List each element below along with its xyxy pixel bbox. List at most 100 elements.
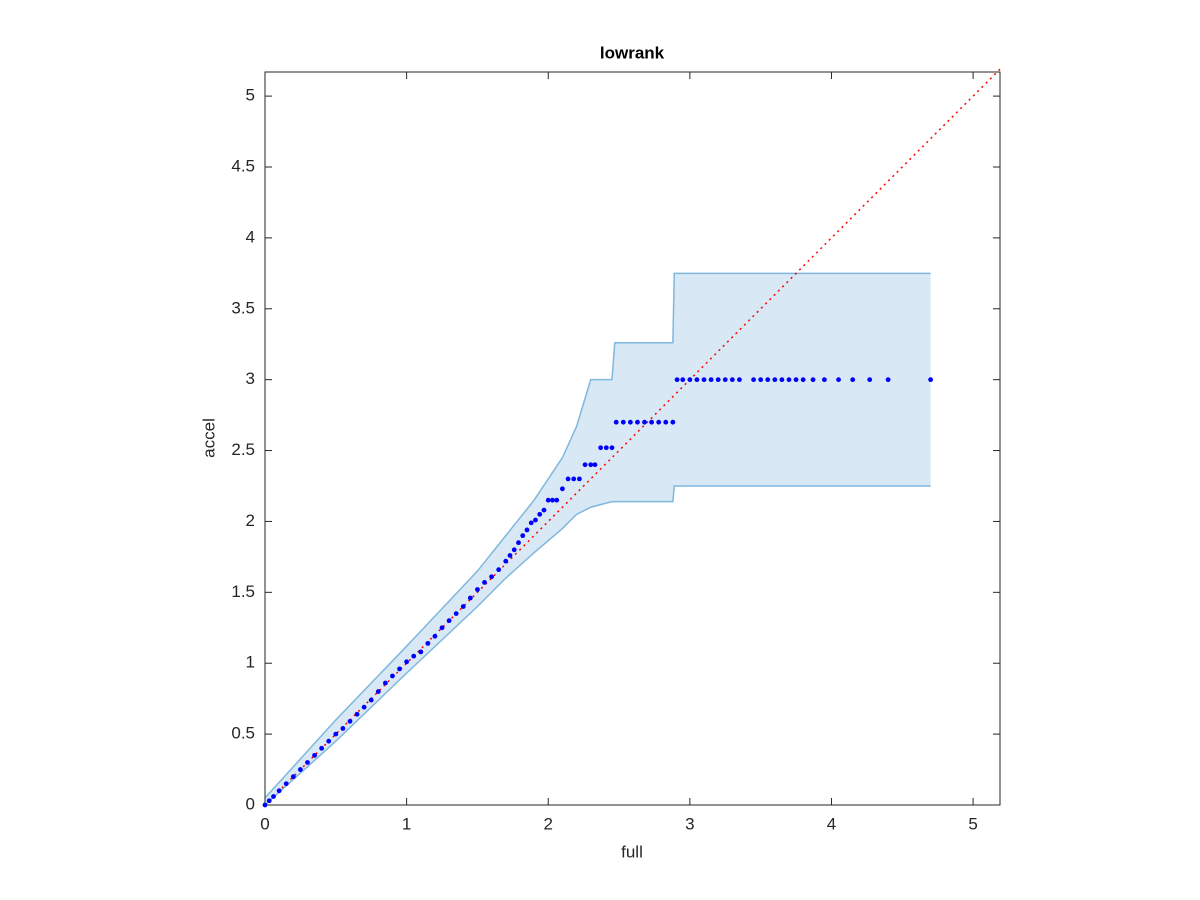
- point: [537, 511, 543, 517]
- point: [368, 697, 374, 703]
- point: [701, 377, 707, 383]
- point: [642, 419, 647, 425]
- point: [489, 574, 494, 580]
- y-tick-label: 1: [246, 653, 255, 672]
- point: [609, 445, 615, 451]
- point: [565, 476, 571, 482]
- axes-box: [264, 71, 1001, 806]
- point: [885, 377, 891, 383]
- point: [821, 377, 827, 383]
- point: [715, 377, 721, 383]
- point: [390, 673, 395, 679]
- point: [663, 419, 669, 425]
- point: [765, 377, 771, 383]
- y-tick-label: 3: [246, 369, 255, 388]
- y-tick-label: 4.5: [231, 156, 255, 175]
- point: [550, 497, 555, 503]
- point: [545, 497, 551, 503]
- point: [432, 633, 438, 639]
- point: [439, 625, 445, 631]
- point: [404, 659, 410, 665]
- y-tick-label: 2: [246, 511, 255, 530]
- point: [411, 653, 417, 659]
- point: [453, 611, 459, 616]
- point: [319, 745, 325, 751]
- point: [810, 377, 816, 383]
- point: [467, 595, 473, 601]
- point: [283, 781, 289, 787]
- x-tick-label: 3: [685, 814, 694, 833]
- point: [266, 798, 272, 804]
- point: [687, 377, 693, 383]
- point: [680, 377, 686, 383]
- point: [271, 794, 276, 799]
- x-tick-label: 1: [402, 814, 411, 833]
- point: [460, 604, 466, 609]
- point: [722, 377, 728, 383]
- point: [867, 377, 873, 383]
- y-tick-label: 0.5: [231, 724, 255, 743]
- point: [262, 802, 268, 808]
- point: [588, 462, 594, 468]
- point: [418, 649, 424, 655]
- point: [670, 419, 676, 425]
- point: [290, 774, 296, 780]
- point: [340, 726, 346, 731]
- point: [850, 377, 856, 383]
- point: [554, 497, 560, 503]
- point: [361, 704, 367, 710]
- x-tick-label: 0: [260, 814, 269, 833]
- chart-title: lowrank: [600, 43, 665, 62]
- x-tick-label: 4: [827, 814, 836, 833]
- point: [333, 731, 339, 737]
- point: [656, 419, 662, 425]
- point: [674, 377, 680, 383]
- point: [620, 419, 626, 425]
- point: [613, 419, 619, 425]
- point: [496, 567, 502, 573]
- point: [800, 377, 806, 383]
- y-tick-label: 5: [246, 86, 255, 105]
- point: [516, 540, 521, 546]
- band-lower: [264, 485, 931, 806]
- point: [397, 666, 402, 672]
- point: [793, 377, 799, 383]
- point: [708, 377, 714, 383]
- point: [779, 377, 785, 383]
- point: [375, 689, 381, 694]
- point: [582, 462, 588, 468]
- point: [772, 377, 778, 383]
- y-tick-label: 3.5: [231, 298, 255, 317]
- point: [382, 680, 388, 686]
- point: [305, 760, 310, 765]
- point: [786, 377, 792, 383]
- point: [598, 445, 604, 451]
- point: [729, 377, 735, 383]
- point: [520, 533, 526, 539]
- confidence-band: [265, 273, 931, 805]
- point: [528, 520, 534, 526]
- point: [312, 752, 317, 758]
- point: [758, 377, 764, 383]
- point: [533, 517, 538, 523]
- point: [694, 377, 700, 383]
- point: [475, 587, 480, 592]
- point: [592, 462, 598, 468]
- point: [751, 377, 756, 383]
- point: [737, 377, 742, 383]
- point: [354, 711, 360, 717]
- point: [446, 618, 452, 624]
- point: [928, 377, 934, 383]
- y-tick-label: 2.5: [231, 440, 255, 459]
- point: [511, 547, 517, 553]
- point: [541, 507, 547, 513]
- point: [627, 419, 633, 425]
- y-tick-label: 0: [246, 794, 255, 813]
- point: [576, 476, 582, 482]
- point: [425, 640, 431, 646]
- point: [326, 738, 332, 744]
- point: [559, 486, 565, 492]
- band-upper: [264, 272, 931, 799]
- point: [571, 476, 577, 482]
